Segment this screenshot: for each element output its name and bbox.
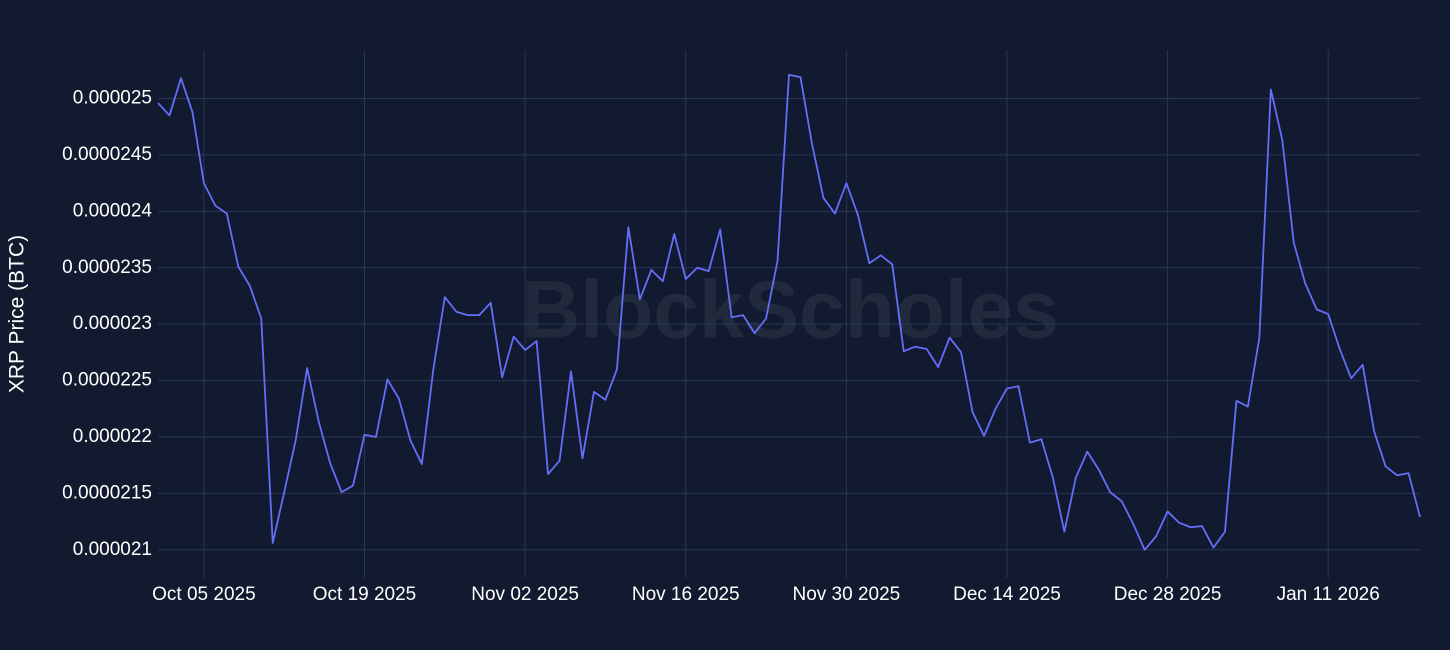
x-tick-label: Oct 05 2025 [152,584,256,605]
x-tick-label: Dec 28 2025 [1114,584,1222,605]
x-tick-label: Nov 30 2025 [792,584,900,605]
y-tick-label: 0.000024 [73,200,153,221]
y-tick-label: 0.0000235 [62,257,152,278]
y-tick-label: 0.000021 [73,539,152,560]
y-tick-label: 0.000023 [73,313,152,334]
y-tick-label: 0.000025 [73,88,152,109]
y-tick-label: 0.0000215 [62,482,152,503]
x-tick-label: Jan 11 2026 [1277,584,1380,605]
price-line [157,73,1421,551]
y-tick-label: 0.000022 [73,426,152,447]
watermark: BlockScholes [521,265,1059,356]
x-tick-label: Dec 14 2025 [953,584,1061,605]
y-tick-label: 0.0000225 [62,370,152,391]
y-axis-title: XRP Price (BTC) [6,235,29,393]
x-tick-label: Nov 16 2025 [632,584,740,605]
y-tick-label: 0.0000245 [62,144,152,165]
x-tick-label: Oct 19 2025 [313,584,417,605]
x-tick-label: Nov 02 2025 [471,584,579,605]
